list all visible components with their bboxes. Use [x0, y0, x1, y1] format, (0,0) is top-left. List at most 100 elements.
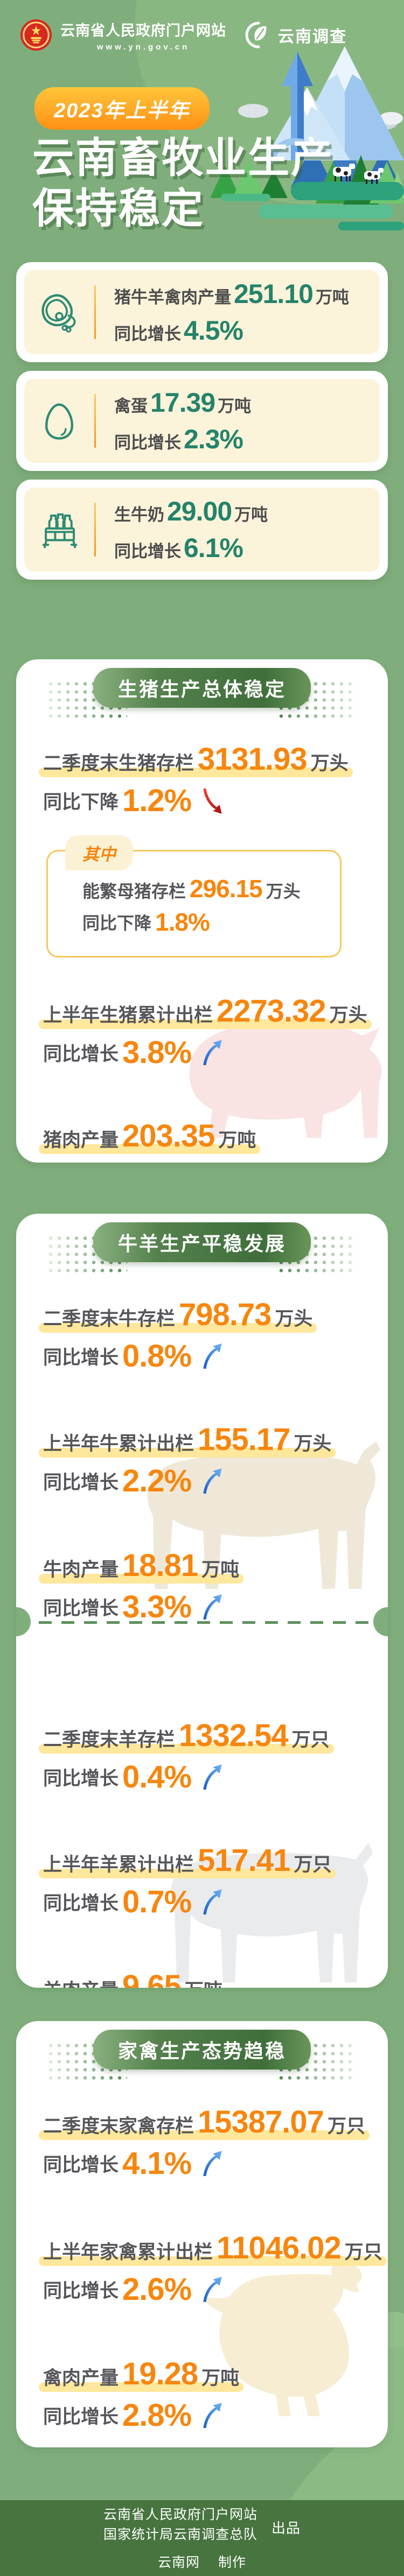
stat-value: 9.65 [122, 1969, 182, 1988]
arrow-up-icon [203, 1468, 222, 1494]
stat-value: 1332.54 [179, 1718, 289, 1753]
highlight-bar [39, 2130, 370, 2140]
stat-value: 19.28 [122, 2356, 198, 2391]
stat-value: 155.17 [198, 1422, 290, 1457]
section-title-poultry: 家禽生产态势趋稳 [93, 2030, 311, 2070]
cattle-silhouette [147, 1441, 381, 1589]
footer-maker-name: 云南网 [157, 2554, 200, 2570]
gov-portal-name: 云南省人民政府门户网站 [60, 22, 226, 39]
arrow-up-icon [203, 2402, 222, 2428]
divider-notch [16, 1607, 31, 1636]
summary-card-milk: 生牛奶 29.00 万吨 同比增长 6.1% [16, 480, 388, 580]
stat-poultry-slaughter: 上半年家禽累计出栏 11046.02 万只 同比增长 2.6% [39, 2230, 387, 2307]
stat-cattle-inventory: 二季度末牛存栏 798.73 万头 同比增长 0.8% [39, 1297, 361, 1374]
subbox-tab: 其中 [65, 835, 133, 870]
arrow-up-icon [203, 1039, 222, 1065]
meat-output-value: 251.10 [234, 279, 314, 309]
highlight-bar [39, 1323, 317, 1333]
section-title-cattle-sheep: 牛羊生产平稳发展 [93, 1222, 311, 1262]
highlight-bar [39, 1144, 261, 1154]
trend-value: 2.6% [122, 2272, 192, 2307]
trend-value: 0.8% [122, 1339, 192, 1374]
highlight-bar [39, 1019, 372, 1029]
milk-icon [42, 513, 78, 548]
trend-value: 4.1% [122, 2146, 192, 2181]
stat-value: 517.41 [198, 1843, 290, 1878]
header-logos: 云南省人民政府门户网站 www.yn.gov.cn 云南调查 [19, 18, 347, 52]
milk-output-value: 29.00 [167, 496, 232, 526]
meat-growth-line: 同比增长 4.5% [114, 315, 243, 346]
highlight-bar [39, 2382, 244, 2392]
gov-portal-wordmark: 云南省人民政府门户网站 www.yn.gov.cn [60, 19, 226, 52]
divider-notch [373, 1607, 388, 1636]
highlight-bar [39, 2256, 387, 2266]
survey-logo: 云南调查 [245, 21, 347, 49]
stat-sow-inventory: 能繁母猪存栏 296.15 万头 [82, 875, 301, 903]
arrow-up-icon [203, 1343, 222, 1369]
arrow-up-icon [203, 2276, 222, 2302]
card-divider [94, 394, 96, 448]
mountain-forest-illustration [210, 46, 404, 230]
stat-mutton-output: 羊肉产量 9.65 万吨 同比增长 1.0% [43, 1968, 361, 1988]
stat-pig-slaughter: 上半年生猪累计出栏 2273.32 万头 同比增长 3.8% [39, 993, 372, 1071]
pig-silhouette [189, 1022, 382, 1138]
stat-beef-output: 牛肉产量 18.81 万吨 同比增长 3.3% [39, 1547, 361, 1625]
stat-pig-inventory: 二季度末生猪存栏 3131.93 万头 同比下降 1.2% [39, 741, 361, 819]
stat-poultry-meat-output: 禽肉产量 19.28 万吨 同比增长 2.8% [39, 2356, 361, 2433]
footer-produced-label: 出品 [271, 2520, 301, 2536]
cow-illustration [333, 164, 384, 184]
section-cattle-sheep-production: 牛羊生产平稳发展 二季度末牛存栏 798.73 万头 同比增长 0.8% [16, 1214, 388, 1988]
meat-icon [41, 294, 76, 333]
egg-growth-line: 同比增长 2.3% [114, 424, 243, 454]
card-divider [94, 285, 96, 339]
footer-org-line2: 国家统计局云南调查总队 [103, 2526, 257, 2542]
stat-value: 296.15 [190, 875, 263, 903]
page-title-line1: 云南畜牧业生产 [32, 135, 334, 181]
highlight-bar [39, 768, 353, 777]
footer: 云南省人民政府门户网站 国家统计局云南调查总队 出品 云南网 制作 [0, 2500, 404, 2576]
arrow-down-icon [203, 788, 222, 814]
national-emblem-icon [20, 19, 52, 51]
arrow-up-icon [203, 2150, 222, 2176]
stat-value: 11046.02 [217, 2230, 342, 2265]
chicken-silhouette [203, 2261, 362, 2416]
stat-pork-output: 猪肉产量 203.35 万吨 同比增长 4.9% [39, 1118, 361, 1163]
trend-value: 3.8% [122, 1035, 192, 1070]
stat-poultry-inventory: 二季度末家禽存栏 15387.07 万只 同比增长 4.1% [39, 2104, 370, 2181]
section-pig-production: 生猪生产总体稳定 二季度末生猪存栏 3131.93 万头 同比下降 1.2% 其… [16, 659, 388, 1163]
highlight-bar [39, 1869, 336, 1878]
page-title-line2: 保持稳定 [32, 185, 205, 232]
footer-organizations: 云南省人民政府门户网站 国家统计局云南调查总队 [103, 2505, 257, 2544]
stat-cattle-slaughter: 上半年牛累计出栏 155.17 万头 同比增长 2.2% [39, 1421, 361, 1499]
leaf-circle-icon [245, 22, 267, 48]
meat-growth-value: 4.5% [184, 315, 243, 346]
gov-portal-url: www.yn.gov.cn [96, 42, 190, 52]
trend-value: 3.3% [122, 1589, 192, 1624]
section-title-pig: 生猪生产总体稳定 [93, 668, 311, 708]
highlight-bar [39, 1574, 244, 1583]
stat-value: 3131.93 [198, 742, 308, 777]
stat-value: 18.81 [122, 1548, 198, 1583]
stat-sheep-slaughter: 上半年羊累计出栏 517.41 万只 同比增长 0.7% [39, 1842, 361, 1920]
highlight-bar [39, 1744, 334, 1754]
card-divider [94, 503, 96, 557]
stat-value: 203.35 [122, 1118, 215, 1153]
egg-output-line: 禽蛋 17.39 万吨 [114, 388, 252, 418]
egg-output-value: 17.39 [150, 388, 215, 418]
trend-value: 1.2% [122, 783, 192, 818]
period-badge: 2023年上半年 [34, 87, 210, 130]
meat-output-line: 猪牛羊禽肉产量 251.10 万吨 [114, 279, 349, 309]
stat-value: 15387.07 [198, 2105, 324, 2139]
milk-growth-line: 同比增长 6.1% [114, 533, 243, 563]
stat-value: 798.73 [179, 1297, 271, 1332]
footer-made-label: 制作 [218, 2554, 247, 2570]
trend-value: 0.7% [122, 1884, 192, 1919]
milk-growth-value: 6.1% [184, 533, 243, 563]
footer-maker: 云南网 制作 [158, 2552, 246, 2571]
trend-value: 2.2% [122, 1463, 192, 1498]
egg-icon [45, 403, 74, 440]
milk-output-line: 生牛奶 29.00 万吨 [114, 496, 268, 526]
trend-value: 0.4% [122, 1759, 192, 1794]
arrow-up-icon [203, 1764, 222, 1790]
